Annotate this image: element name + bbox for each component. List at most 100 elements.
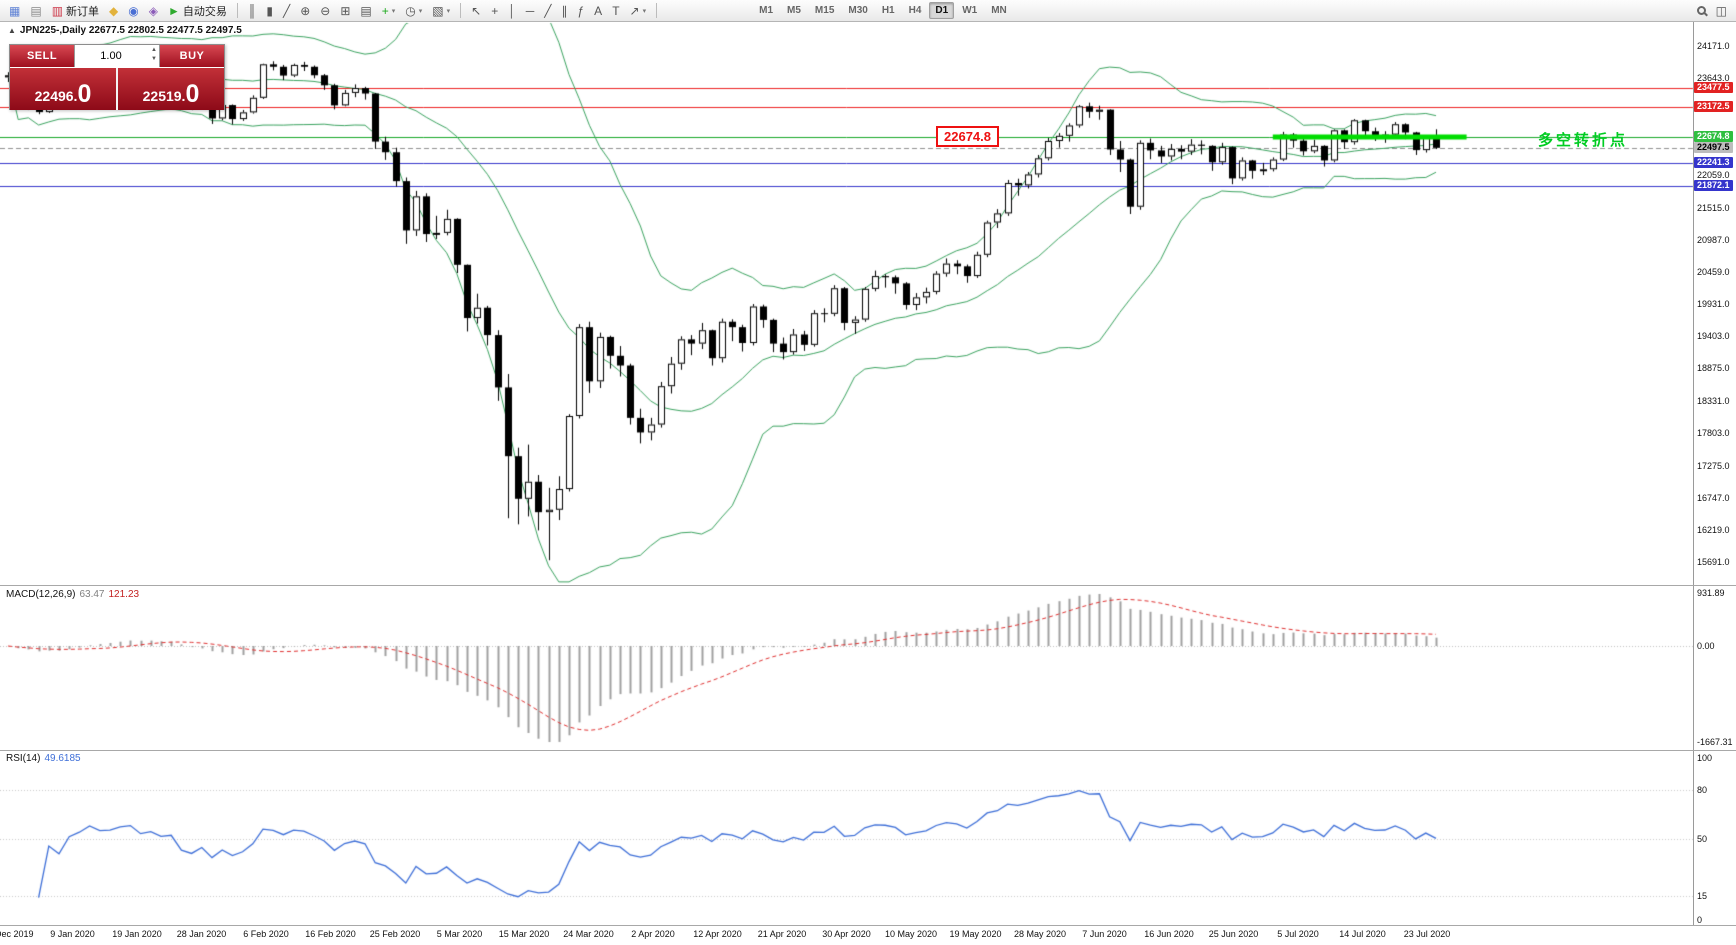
arrows-caret[interactable]: ▾ [642, 7, 647, 15]
toolbar-group-draw: ↖ + │ ─ ╱ ∥ ƒ A T ↗ ▾ [466, 0, 651, 21]
price-divider [116, 68, 118, 110]
zoom-in-icon: ⊕ [300, 3, 311, 18]
fibonacci-button[interactable]: ƒ [572, 1, 589, 20]
zoom-in-button[interactable]: ⊕ [295, 1, 315, 20]
volume-spinner[interactable]: ▲ ▼ [151, 46, 157, 64]
indicators-add-button[interactable]: + ▾ [377, 1, 401, 20]
search-button[interactable] [1692, 1, 1711, 20]
toolbar-group-timeframes: M1 M5 M15 M30 H1 H4 D1 W1 MN [752, 0, 1014, 21]
volume-input[interactable] [75, 45, 159, 67]
market-watch-button[interactable]: ◉ [123, 1, 143, 20]
new-order-button[interactable]: ▥ 新订单 [47, 1, 104, 20]
sell-price[interactable]: 22496. 0 [10, 68, 116, 110]
timeframe-m1-button[interactable]: M1 [759, 5, 774, 16]
periods-icon: ◷ [405, 3, 416, 18]
buy-price[interactable]: 22519. 0 [118, 68, 224, 110]
toolbar-separator [236, 3, 238, 18]
macd-signal-value: 121.23 [108, 589, 140, 600]
rsi-value: 49.6185 [44, 753, 81, 764]
templates-icon: ▧ [432, 3, 444, 18]
toolbar-separator [460, 3, 462, 18]
timeframe-h1-button[interactable]: H1 [881, 5, 895, 16]
cursor-icon: ↖ [471, 3, 482, 18]
cursor-button[interactable]: ↖ [466, 1, 486, 20]
sell-button[interactable]: SELL [10, 45, 74, 67]
buy-button[interactable]: BUY [160, 45, 224, 67]
volume-field-wrap: ▲▼ [74, 45, 160, 67]
price-axis-separator [1693, 22, 1694, 925]
rsi-indicator-label: RSI(14) 49.6185 [6, 753, 81, 764]
sell-price-pips: 0 [77, 79, 92, 108]
timeframe-m30-button[interactable]: M30 [848, 5, 868, 16]
new-order-label: 新订单 [66, 5, 100, 18]
toolbar-group-right: ◫ [1692, 1, 1732, 20]
text-tool-icon: T [612, 3, 620, 18]
metaeditor-icon: ◆ [109, 3, 119, 18]
new-order-icon: ▥ [51, 3, 64, 18]
arrange-windows-icon: ▤ [360, 3, 372, 18]
market-watch-icon: ◉ [128, 3, 139, 18]
navigator-button[interactable]: ◈ [144, 1, 163, 20]
fibonacci-icon: ƒ [577, 3, 585, 18]
price-annotation-label[interactable]: 22674.8 [936, 126, 999, 147]
candlestick-chart-button[interactable]: ▮ [261, 1, 278, 20]
toolbar-separator [656, 3, 658, 18]
equidistant-channel-icon: ∥ [561, 3, 568, 18]
templates-caret[interactable]: ▾ [446, 7, 451, 15]
timeframe-m5-button[interactable]: M5 [787, 5, 801, 16]
timeframe-mn-button[interactable]: MN [991, 5, 1007, 16]
arrange-windows-button[interactable]: ▤ [355, 1, 376, 20]
profiles-button[interactable]: ▤ [25, 1, 46, 20]
profiles-icon: ▤ [30, 3, 42, 18]
date-axis-separator [0, 925, 1736, 926]
crosshair-icon: + [491, 3, 499, 18]
periods-caret[interactable]: ▾ [418, 7, 423, 15]
macd-rsi-separator[interactable] [0, 750, 1736, 751]
buy-price-main: 22519. [142, 88, 186, 105]
line-chart-icon: ╱ [283, 3, 291, 18]
text-tool-button[interactable]: T [607, 1, 624, 20]
sell-price-main: 22496. [34, 88, 78, 105]
timeframe-m15-button[interactable]: M15 [814, 5, 835, 16]
timeframe-d1-button[interactable]: D1 [929, 2, 955, 19]
volume-up-icon[interactable]: ▲ [151, 47, 157, 53]
chart-title-text: JPN225-,Daily 22677.5 22802.5 22477.5 22… [19, 25, 242, 36]
line-chart-button[interactable]: ╱ [278, 1, 295, 20]
text-label-icon: A [594, 3, 603, 18]
equidistant-channel-button[interactable]: ∥ [556, 1, 572, 20]
popup-prices-button[interactable]: ◫ [1711, 1, 1732, 20]
new-chart-button[interactable]: ▦ [4, 1, 25, 20]
tile-windows-button[interactable]: ⊞ [335, 1, 355, 20]
bar-chart-button[interactable]: ║ [243, 1, 262, 20]
horizontal-line-button[interactable]: ─ [521, 1, 540, 20]
macd-indicator-label: MACD(12,26,9) 63.47 121.23 [6, 589, 139, 600]
toolbar-group-main: ▦ ▤ ▥ 新订单 ◆ ◉ ◈ ► 自动交易 [4, 0, 232, 21]
zoom-out-button[interactable]: ⊖ [315, 1, 335, 20]
main-macd-separator[interactable] [0, 585, 1736, 586]
arrows-button[interactable]: ↗ ▾ [625, 1, 652, 20]
trendline-button[interactable]: ╱ [539, 1, 556, 20]
tile-windows-icon: ⊞ [340, 3, 351, 18]
volume-down-icon[interactable]: ▼ [151, 56, 157, 62]
search-icon [1696, 6, 1706, 15]
macd-name: MACD(12,26,9) [6, 589, 76, 600]
periods-button[interactable]: ◷ ▾ [400, 1, 427, 20]
timeframe-h4-button[interactable]: H4 [908, 5, 922, 16]
new-chart-icon: ▦ [9, 3, 21, 18]
indicators-add-caret[interactable]: ▾ [391, 7, 396, 15]
templates-button[interactable]: ▧ ▾ [427, 1, 455, 20]
one-click-collapse-icon[interactable]: ▲ [8, 26, 16, 35]
zoom-out-icon: ⊖ [320, 3, 331, 18]
text-label-button[interactable]: A [589, 1, 607, 20]
crosshair-button[interactable]: + [486, 1, 503, 20]
turning-point-annotation[interactable]: 多空转折点 [1538, 132, 1629, 149]
metaeditor-button[interactable]: ◆ [104, 1, 123, 20]
macd-main-value: 63.47 [79, 589, 105, 600]
auto-trading-button[interactable]: ► 自动交易 [163, 1, 232, 20]
chart-title: ▲ JPN225-,Daily 22677.5 22802.5 22477.5 2… [8, 25, 242, 36]
main-toolbar: ▦ ▤ ▥ 新订单 ◆ ◉ ◈ ► 自动交易 ║ ▮ ╱ ⊕ ⊖ ⊞ ▤ + ▾ ◷ ▾ ▧ ▾ ↖ + │ ─ ╱ ∥ ƒ A T ↗ ▾… [0, 0, 1736, 22]
bar-chart-icon: ║ [247, 3, 257, 18]
vertical-line-button[interactable]: │ [503, 1, 521, 20]
timeframe-w1-button[interactable]: W1 [962, 5, 978, 16]
